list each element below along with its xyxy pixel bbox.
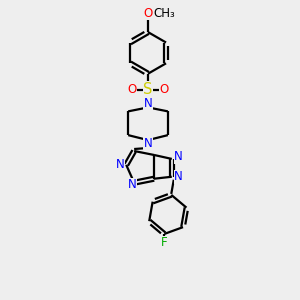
Text: N: N — [174, 150, 183, 164]
Text: S: S — [143, 82, 153, 97]
Text: F: F — [161, 236, 168, 249]
Text: O: O — [128, 83, 137, 96]
Text: N: N — [116, 158, 125, 171]
Text: O: O — [143, 7, 153, 20]
Text: CH₃: CH₃ — [153, 7, 175, 20]
Text: O: O — [159, 83, 169, 96]
Text: N: N — [128, 178, 136, 191]
Text: N: N — [144, 97, 152, 110]
Text: N: N — [144, 136, 152, 150]
Text: N: N — [174, 170, 183, 183]
